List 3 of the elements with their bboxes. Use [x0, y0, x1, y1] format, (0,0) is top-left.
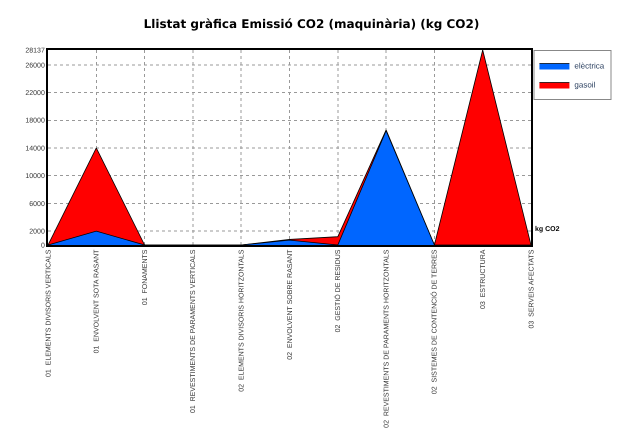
legend-label: gasoil: [574, 80, 596, 90]
legend-label: elèctrica: [574, 62, 605, 71]
chart-title: Llistat gràfica Emissió CO2 (maquinària) (kg CO2): [144, 17, 480, 32]
